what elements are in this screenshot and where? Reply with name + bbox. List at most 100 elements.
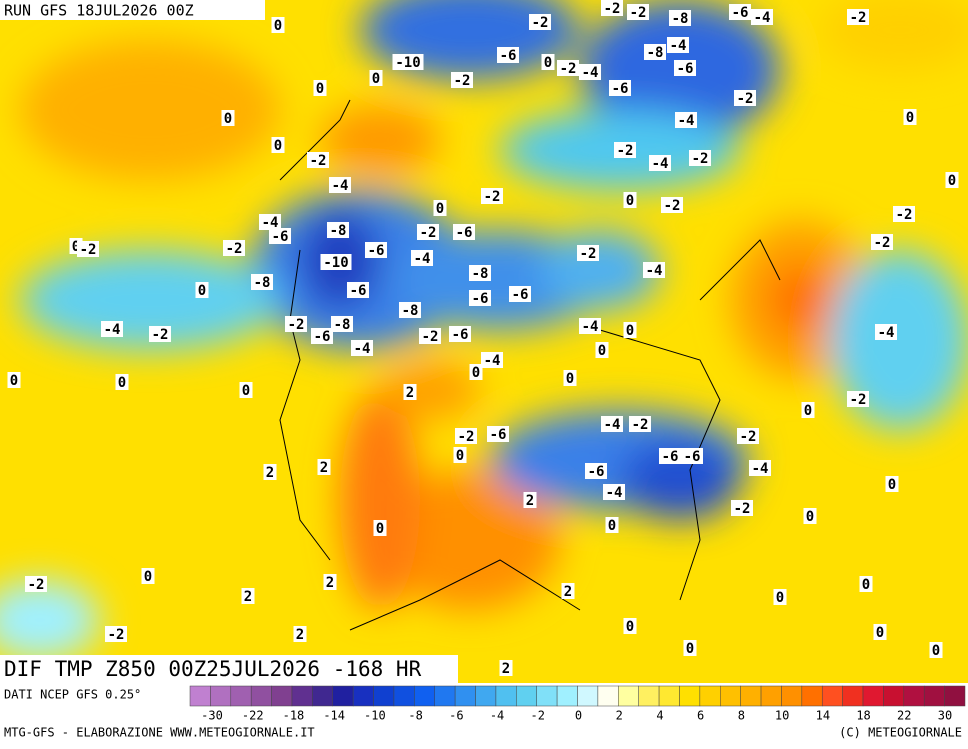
contour-label-bg xyxy=(271,137,285,153)
contour-label: 0 xyxy=(72,239,80,255)
colorbar-tick-label: 30 xyxy=(938,709,952,723)
color-swatch xyxy=(699,685,721,707)
contour-label-bg xyxy=(320,254,352,270)
contour-label-bg xyxy=(469,364,483,380)
contour-label-bg xyxy=(667,37,689,53)
contour-label: -6 xyxy=(732,5,749,21)
contour-label: -2 xyxy=(152,327,169,343)
contour-label-bg xyxy=(603,484,625,500)
contour-label: -4 xyxy=(752,461,769,477)
contour-label-bg xyxy=(579,318,601,334)
contour-label: 0 xyxy=(118,375,126,391)
contour-label-bg xyxy=(469,290,491,306)
contour-label: 0 xyxy=(274,18,282,34)
contour-label-bg xyxy=(307,152,329,168)
contour-label: -8 xyxy=(672,11,689,27)
contour-label-bg xyxy=(579,64,601,80)
color-swatch xyxy=(720,685,741,707)
contour-label-bg xyxy=(455,428,477,444)
contour-label-bg xyxy=(659,448,681,464)
contour-label-bg xyxy=(729,4,751,20)
contour-label: 2 xyxy=(526,493,534,509)
contour-label: 0 xyxy=(436,201,444,217)
contour-label-bg xyxy=(481,352,503,368)
contour-label-bg xyxy=(149,326,171,342)
contour-label-bg xyxy=(737,428,759,444)
color-swatch xyxy=(393,685,415,707)
contour-label-bg xyxy=(487,426,509,442)
contour-label: -4 xyxy=(582,65,599,81)
contour-label-bg xyxy=(595,342,609,358)
color-swatch xyxy=(332,685,354,707)
contour-label-bg xyxy=(523,492,537,508)
contour-label-bg xyxy=(731,500,753,516)
color-swatch xyxy=(944,685,966,707)
color-swatch xyxy=(577,685,599,707)
contour-label-bg xyxy=(847,391,869,407)
contour-label-bg xyxy=(623,618,637,634)
color-swatch xyxy=(903,685,925,707)
color-swatch xyxy=(679,685,701,707)
contour-label-bg xyxy=(561,583,575,599)
contour-label: -6 xyxy=(684,449,701,465)
contour-label: 0 xyxy=(626,193,634,209)
contour-label-bg xyxy=(223,240,245,256)
color-swatch xyxy=(230,685,252,707)
contour-label: 2 xyxy=(502,661,510,677)
product-box xyxy=(0,655,458,683)
contour-label: -2 xyxy=(580,246,597,262)
contour-label: -6 xyxy=(612,81,629,97)
contour-label: -2 xyxy=(108,627,125,643)
color-swatch xyxy=(516,685,537,707)
contour-label: -8 xyxy=(254,275,271,291)
contour-label-bg xyxy=(433,200,447,216)
colorbar-tick-label: 10 xyxy=(775,709,789,723)
contour-label-bg xyxy=(449,326,471,342)
contour-label-bg xyxy=(271,17,285,33)
copyright: (C) METEOGIORNALE xyxy=(839,726,962,740)
contour-label: -2 xyxy=(310,153,327,169)
contour-label: 0 xyxy=(242,383,250,399)
contour-label-bg xyxy=(469,265,491,281)
contour-label: -4 xyxy=(652,156,669,172)
contour-label: -4 xyxy=(262,215,279,231)
contour-label-bg xyxy=(399,302,421,318)
contour-label-bg xyxy=(317,459,331,475)
color-swatch xyxy=(495,685,517,707)
contour-label-bg xyxy=(331,316,353,332)
color-swatch xyxy=(373,685,395,707)
contour-label-bg xyxy=(614,142,636,158)
run-box xyxy=(0,0,265,20)
contour-label-bg xyxy=(327,222,349,238)
contour-label-bg xyxy=(875,324,897,340)
contour-label-bg xyxy=(623,192,637,208)
contour-label: -2 xyxy=(632,417,649,433)
contour-label-bg xyxy=(263,464,277,480)
colorbar-tick-label: 22 xyxy=(897,709,911,723)
contour-label: 0 xyxy=(804,403,812,419)
contour-label-bg xyxy=(623,322,637,338)
contour-label: 0 xyxy=(472,365,480,381)
contour-label-bg xyxy=(649,155,671,171)
contour-label: 0 xyxy=(372,71,380,87)
contour-label: -4 xyxy=(604,417,621,433)
contour-label: 0 xyxy=(862,577,870,593)
color-swatch xyxy=(801,685,823,707)
contour-label-bg xyxy=(105,626,127,642)
contour-label-bg xyxy=(259,214,281,230)
contour-label-bg xyxy=(847,9,869,25)
contour-label: -2 xyxy=(734,501,751,517)
color-swatch xyxy=(434,685,456,707)
contour-label-bg xyxy=(609,80,631,96)
contour-label: -2 xyxy=(532,15,549,31)
contour-label: -8 xyxy=(330,223,347,239)
contour-label: -2 xyxy=(874,235,891,251)
color-swatch xyxy=(475,685,497,707)
contour-label: -10 xyxy=(323,255,348,271)
contour-label-bg xyxy=(25,576,47,592)
contour-label: -2 xyxy=(288,317,305,333)
contour-label-bg xyxy=(369,70,383,86)
colorbar-tick-label: -18 xyxy=(283,709,305,723)
contour-label-bg xyxy=(293,626,307,642)
contour-label: -8 xyxy=(334,317,351,333)
